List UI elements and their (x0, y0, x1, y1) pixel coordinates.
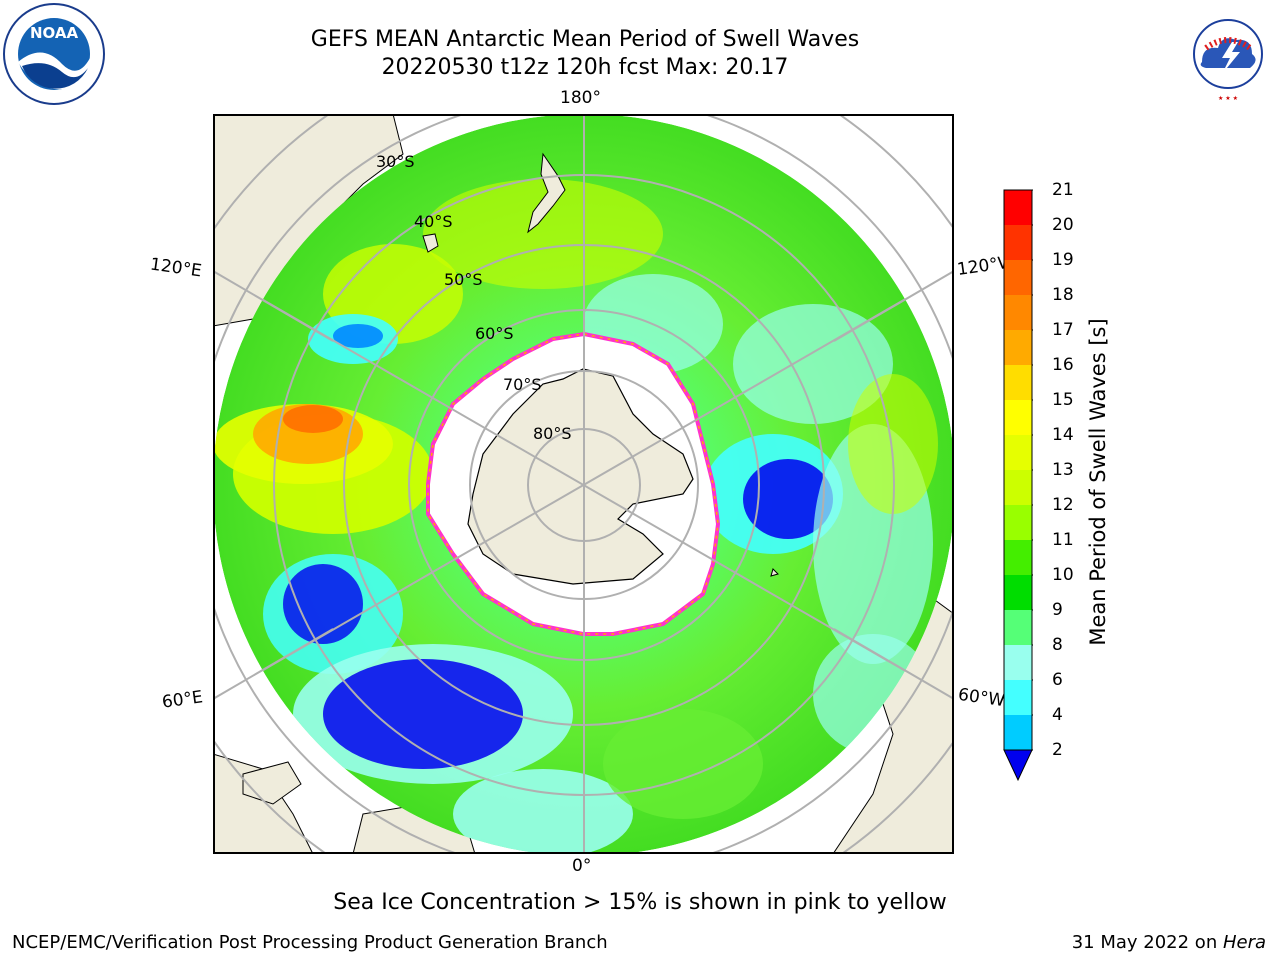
sea-ice-note: Sea Ice Concentration > 15% is shown in … (333, 890, 947, 915)
colorbar-segment (1004, 190, 1032, 226)
lon-label-60w: 60°W (956, 684, 1007, 712)
colorbar-tick-label: 8 (1052, 635, 1063, 655)
lon-label-0: 0° (572, 856, 592, 876)
colorbar-segment (1004, 400, 1032, 436)
colorbar-segment (1004, 610, 1032, 646)
colorbar-segment (1004, 225, 1032, 261)
colorbar-tick-label: 19 (1052, 250, 1074, 270)
colorbar-segment (1004, 680, 1032, 716)
colorbar-segment (1004, 715, 1032, 751)
colorbar-segment (1004, 470, 1032, 506)
noaa-logo: NOAA (2, 2, 106, 106)
lat-label-50s: 50°S (444, 270, 483, 289)
lat-label-30s: 30°S (376, 152, 415, 171)
colorbar-segment (1004, 645, 1032, 681)
colorbar-tick-label: 20 (1052, 215, 1074, 235)
colorbar-segment (1004, 295, 1032, 331)
colorbar-tick-label: 21 (1052, 180, 1074, 200)
colorbar-tick-label: 12 (1052, 495, 1074, 515)
colorbar-label: Mean Period of Swell Waves [s] (1086, 318, 1110, 646)
polar-map (213, 114, 954, 854)
colorbar-tick-label: 13 (1052, 460, 1074, 480)
colorbar-tick-label: 17 (1052, 320, 1074, 340)
colorbar-tick-label: 4 (1052, 705, 1063, 725)
colorbar-tick-label: 18 (1052, 285, 1074, 305)
colorbar-segment (1004, 260, 1032, 296)
lat-label-60s: 60°S (475, 324, 514, 343)
lat-label-40s: 40°S (414, 212, 453, 231)
footer-date-text: 31 May 2022 on (1071, 932, 1223, 953)
colorbar-tick-label: 11 (1052, 530, 1074, 550)
colorbar-tick-label: 16 (1052, 355, 1074, 375)
colorbar-segment (1004, 505, 1032, 541)
colorbar-tick-label: 9 (1052, 600, 1063, 620)
colorbar (1003, 189, 1033, 782)
national-weather-service-logo: ★ ★ ★ (1176, 2, 1280, 106)
colorbar-tick-label: 6 (1052, 670, 1063, 690)
colorbar-segment (1004, 575, 1032, 611)
map-subtitle: 20220530 t12z 120h fcst Max: 20.17 (381, 55, 789, 80)
colorbar-tick-label: 14 (1052, 425, 1074, 445)
svg-text:★ ★ ★: ★ ★ ★ (1218, 95, 1238, 102)
lon-label-120e: 120°E (148, 254, 203, 282)
map-title: GEFS MEAN Antarctic Mean Period of Swell… (310, 27, 860, 52)
colorbar-segment (1004, 365, 1032, 401)
colorbar-segment (1004, 330, 1032, 366)
lon-label-60e: 60°E (160, 687, 205, 713)
colorbar-tick-label: 2 (1052, 740, 1063, 760)
footer-system: Hera (1222, 932, 1266, 953)
lat-label-80s: 80°S (533, 424, 572, 443)
footer-date: 31 May 2022 on Hera (1072, 932, 1266, 953)
colorbar-segment (1004, 540, 1032, 576)
svg-text:NOAA: NOAA (30, 24, 79, 42)
lat-label-70s: 70°S (503, 375, 542, 394)
footer-credit: NCEP/EMC/Verification Post Processing Pr… (12, 932, 608, 953)
colorbar-under-arrow (1003, 749, 1033, 782)
lon-label-180: 180° (560, 88, 601, 108)
colorbar-segment (1004, 435, 1032, 471)
colorbar-tick-label: 15 (1052, 390, 1074, 410)
colorbar-tick-label: 10 (1052, 565, 1074, 585)
